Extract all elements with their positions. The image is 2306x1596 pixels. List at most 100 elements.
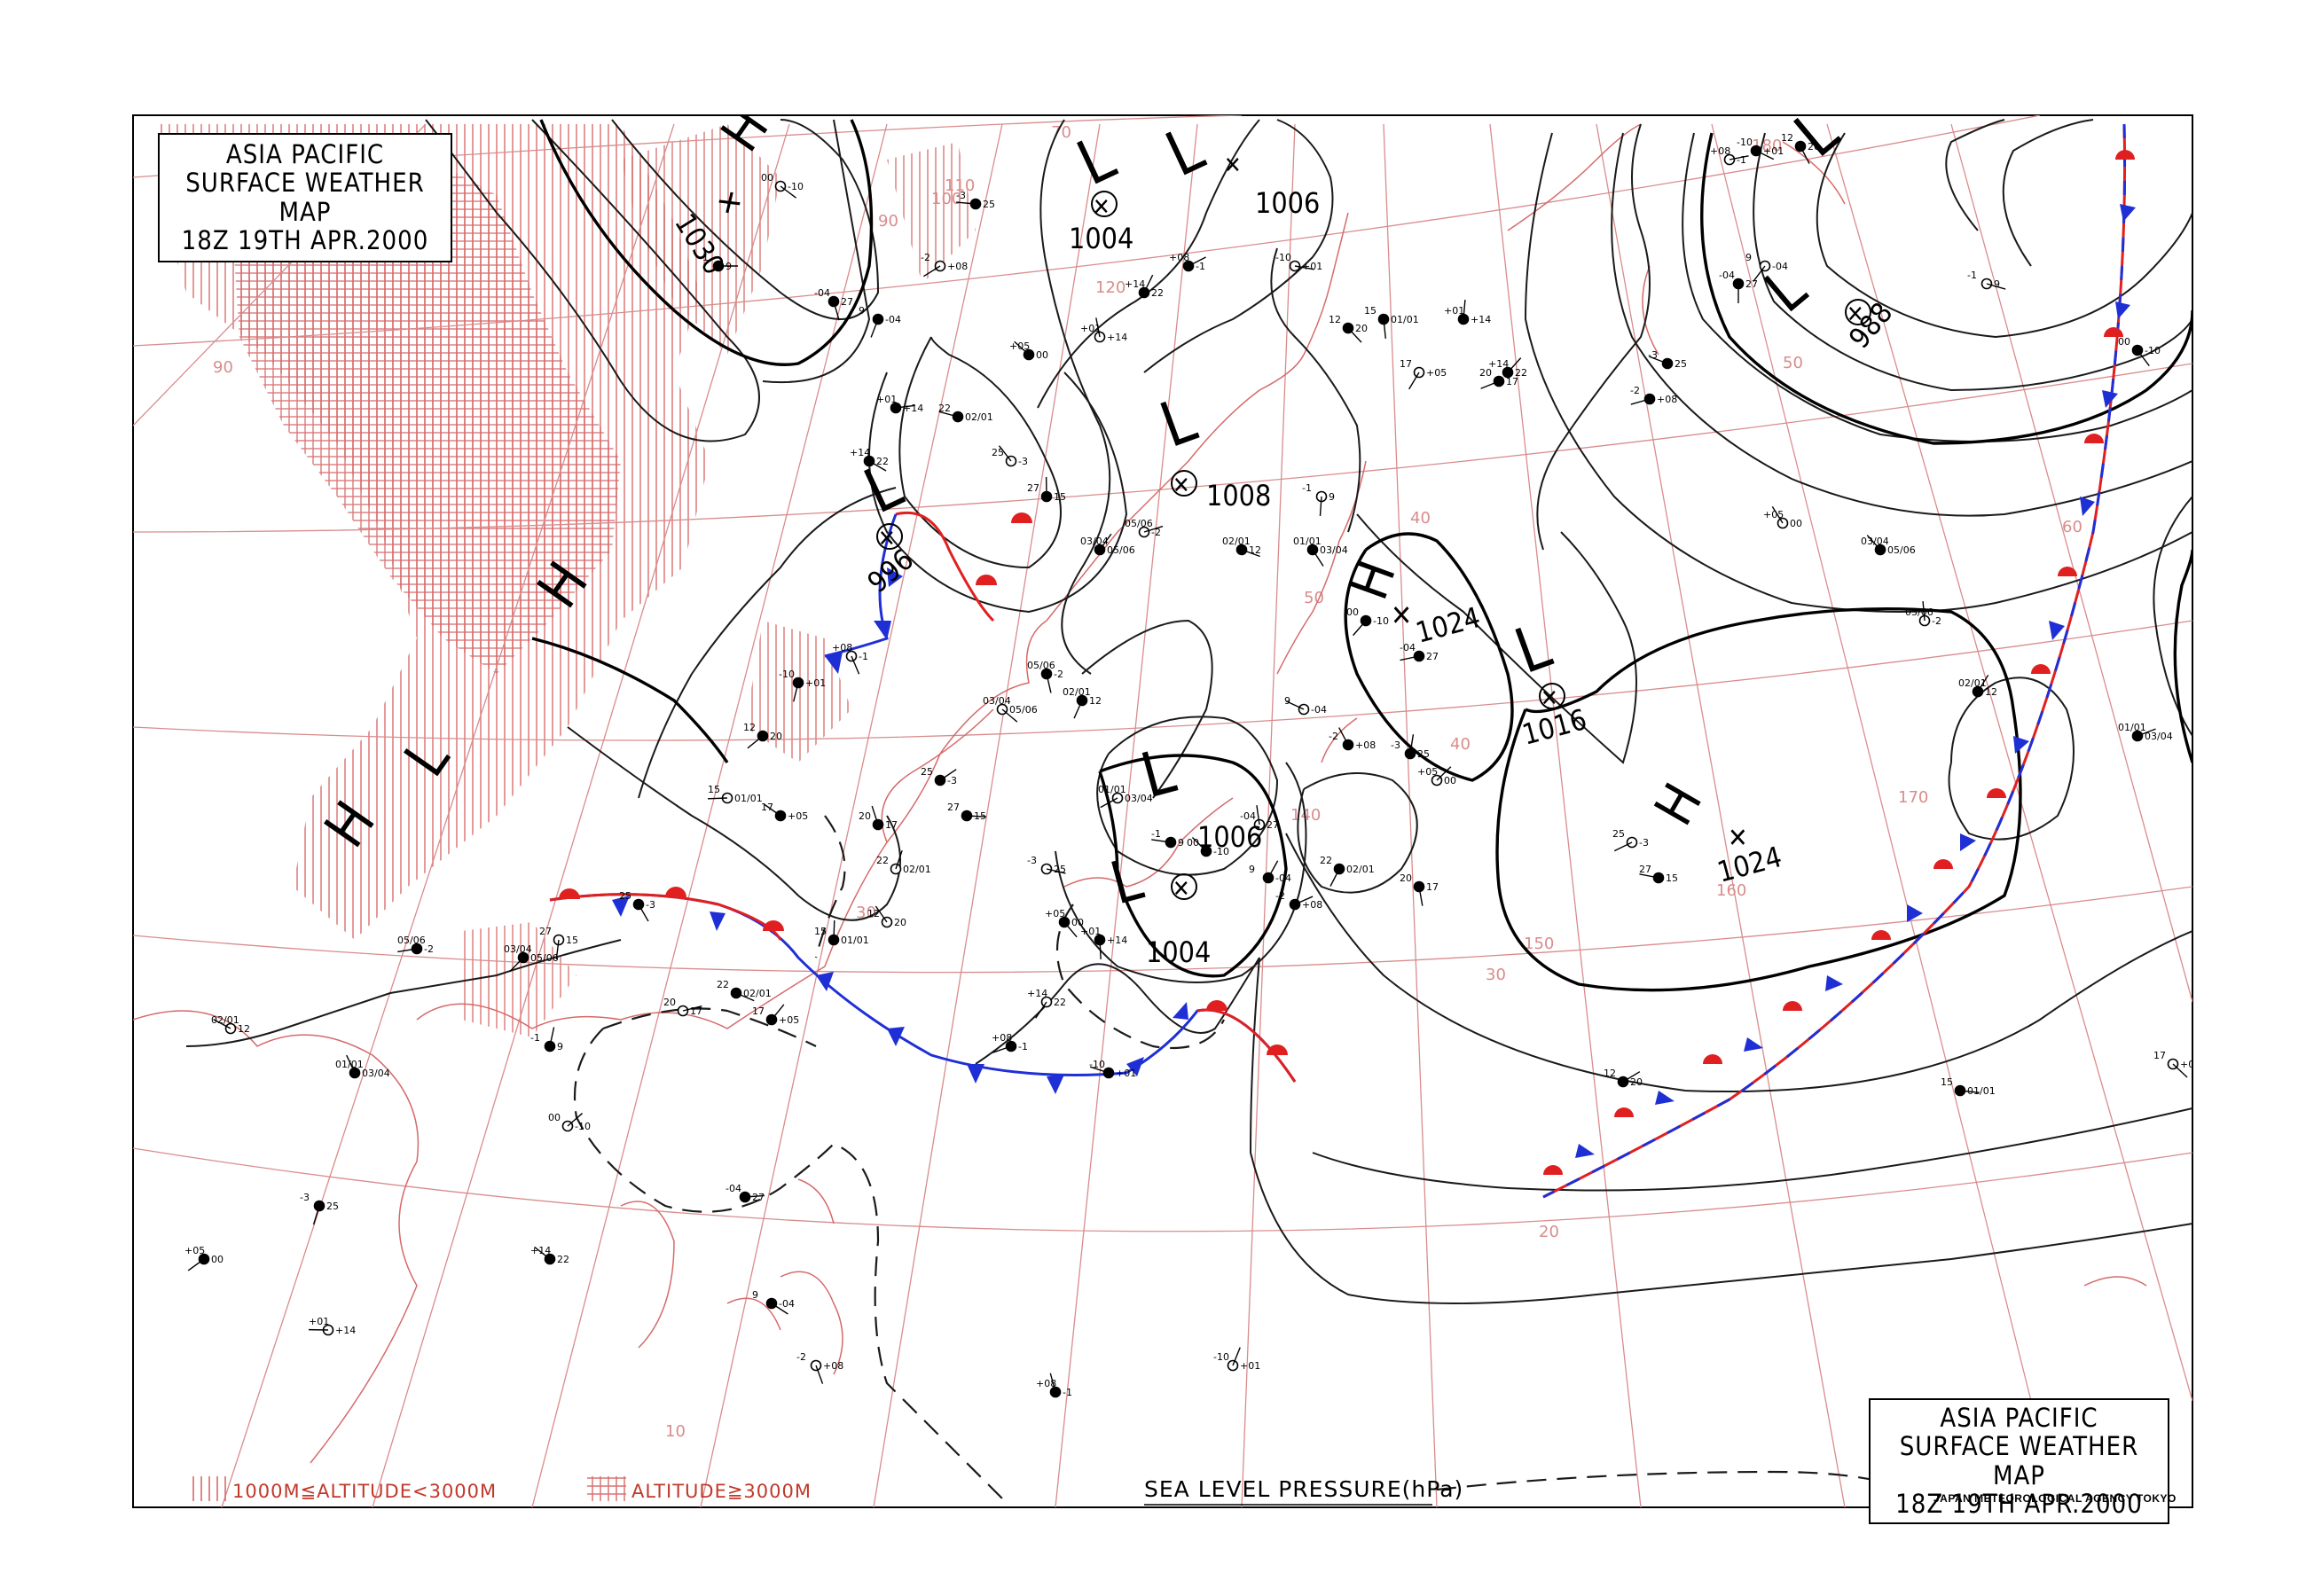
- latitude-lines: [133, 115, 2192, 1232]
- wind-barb: [1312, 549, 1324, 567]
- wind-barb: [868, 460, 887, 472]
- wind-barb: [851, 655, 860, 675]
- wind-barb: [1649, 356, 1668, 364]
- wind-barb: [682, 1005, 702, 1012]
- station-value: 02/01: [1346, 864, 1375, 875]
- station-value: +01: [1080, 323, 1101, 334]
- svg-text:✕: ✕: [1224, 153, 1242, 179]
- station-value: -04: [1772, 261, 1788, 272]
- station-value: -3: [1648, 349, 1658, 361]
- station-value: 03/04: [1861, 536, 1889, 547]
- wind-barb: [764, 803, 781, 817]
- station-value: 9: [752, 1289, 758, 1301]
- wind-barb: [735, 992, 755, 1002]
- wind-barb: [346, 1054, 356, 1074]
- svg-text:30: 30: [856, 904, 876, 922]
- station-value: -10: [1213, 846, 1229, 857]
- station-value: 01/01: [2118, 722, 2146, 733]
- svg-text:✕: ✕: [1847, 301, 1864, 328]
- station-value: 12: [1985, 686, 1997, 698]
- wind-barb: [938, 411, 959, 418]
- station-value: 01/01: [1098, 784, 1126, 795]
- wind-barb: [771, 1004, 785, 1021]
- station-value: 22: [876, 456, 889, 467]
- station-value: 03/04: [362, 1068, 390, 1079]
- station-value: 03/04: [504, 943, 532, 955]
- svg-text:✕: ✕: [1728, 823, 1748, 854]
- svg-text:100: 100: [931, 190, 961, 208]
- station-value: -10: [575, 1121, 591, 1132]
- svg-text:✕: ✕: [1541, 685, 1558, 712]
- map-title-line: ASIA PACIFIC: [225, 139, 385, 169]
- svg-text:1006: 1006: [1255, 186, 1320, 220]
- svg-text:1004: 1004: [1069, 222, 1133, 255]
- wind-barb: [744, 1194, 765, 1198]
- station-value: -10: [1737, 137, 1753, 148]
- station-value: +05: [1009, 340, 1030, 352]
- station-value: -10: [1213, 1351, 1229, 1363]
- station-value: 02/01: [965, 411, 993, 423]
- station-value: 00: [761, 172, 773, 184]
- wind-barb: [1046, 673, 1052, 693]
- station-value: +05: [779, 1014, 799, 1026]
- station-value: 05/06: [1887, 544, 1916, 556]
- wind-barb: [998, 445, 1012, 462]
- wind-barb: [895, 404, 915, 409]
- wind-barb: [1035, 1001, 1047, 1019]
- wind-barb: [567, 1113, 584, 1127]
- station-value: 27: [1426, 651, 1439, 662]
- station-value: 01/01: [1391, 314, 1419, 325]
- wind-barb: [1755, 150, 1775, 160]
- station-value: 12: [743, 722, 756, 733]
- wind-barb: [956, 201, 977, 205]
- station-value: 15: [1364, 305, 1377, 317]
- station-value: 9: [1994, 278, 2000, 290]
- wind-barb: [2137, 728, 2156, 737]
- svg-text:20: 20: [1539, 1223, 1559, 1241]
- station-value: -04: [726, 1183, 741, 1194]
- wind-barb: [1800, 145, 1810, 164]
- station-value: 9: [859, 305, 865, 317]
- wind-barb: [1188, 256, 1206, 267]
- station-value: 05/06: [1905, 606, 1933, 618]
- wind-barb: [1436, 766, 1452, 781]
- station-value: +08: [832, 642, 852, 653]
- station-value: +14: [335, 1325, 356, 1336]
- wind-barb: [771, 1303, 788, 1315]
- station-value: 00: [1444, 775, 1456, 786]
- station-value: +01: [1763, 145, 1784, 157]
- station-value: 12: [1249, 544, 1261, 556]
- station-value: +14: [850, 447, 870, 458]
- station-value: -2: [1630, 385, 1640, 396]
- station-value: 01/01: [1967, 1085, 1996, 1097]
- wind-barb: [1507, 357, 1522, 373]
- wind-barb: [1353, 620, 1367, 637]
- station-value: 12: [1089, 695, 1102, 707]
- svg-text:50: 50: [1304, 589, 1324, 607]
- wind-barb: [1294, 265, 1314, 270]
- wind-barb: [1338, 727, 1349, 746]
- station-value: 05/06: [1107, 544, 1135, 556]
- station-value: +14: [1107, 332, 1127, 343]
- station-value: 25: [619, 890, 631, 902]
- wind-barb: [1922, 601, 1926, 622]
- station-value: 17: [690, 1005, 702, 1017]
- station-value: -1: [1967, 270, 1977, 281]
- station-value: 02/01: [1958, 677, 1987, 689]
- station-value: -1: [1737, 154, 1746, 166]
- station-value: 15: [974, 810, 986, 822]
- station-value: +01: [1444, 305, 1464, 317]
- station-value: -2: [1932, 615, 1941, 627]
- wind-barb: [1099, 939, 1102, 960]
- station-value: 9: [1284, 695, 1290, 707]
- station-value: +08: [1657, 394, 1677, 405]
- station-value: 27: [539, 926, 552, 937]
- station-value: -04: [885, 314, 901, 325]
- station-value: +01: [1116, 1068, 1136, 1079]
- station-value: 03/04: [2145, 731, 2173, 742]
- svg-text:160: 160: [1716, 881, 1746, 900]
- wind-barb: [187, 1258, 205, 1271]
- station-value: +08: [947, 261, 968, 272]
- station-value: 25: [992, 447, 1004, 458]
- station-value: 20: [770, 731, 782, 742]
